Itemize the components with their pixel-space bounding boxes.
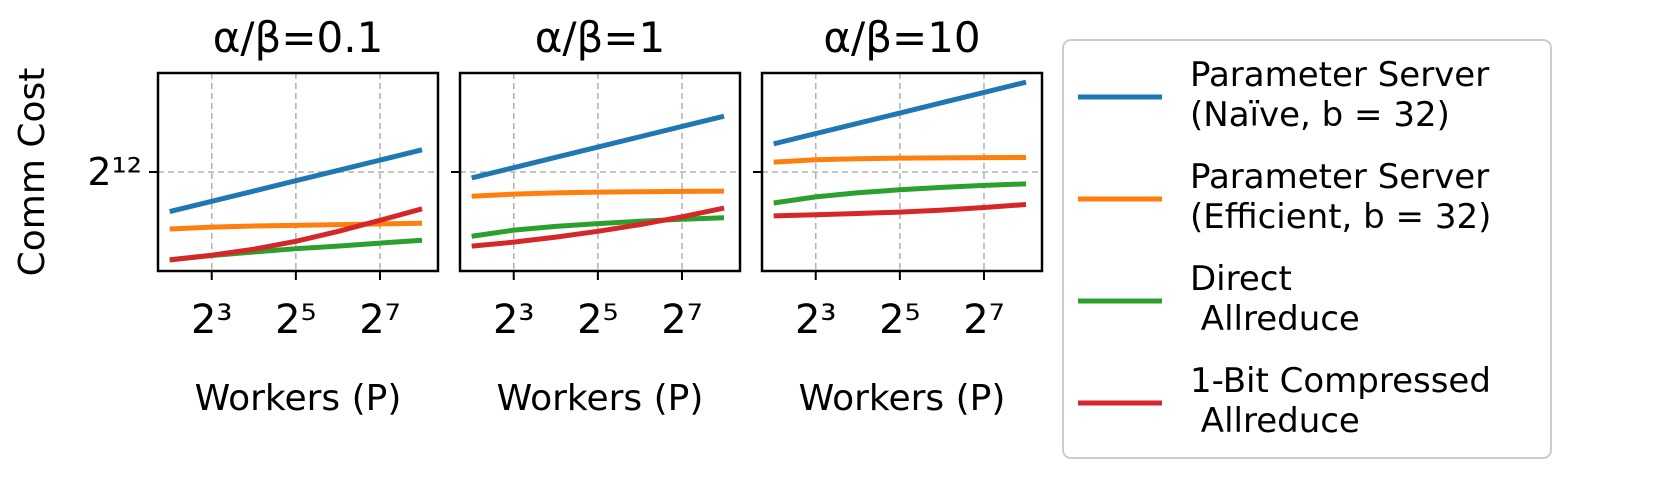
subplot-title: α/β=10: [823, 13, 980, 62]
legend-label: 1-Bit Compressed Allreduce: [1190, 361, 1491, 441]
x-tick-label: 2⁷: [963, 297, 1004, 343]
x-axis-label: Workers (P): [195, 378, 402, 419]
x-axis-label: Workers (P): [497, 378, 704, 419]
x-tick-label: 2³: [493, 297, 534, 343]
x-tick-label: 2³: [795, 297, 836, 343]
x-axis-label: Workers (P): [799, 378, 1006, 419]
subplot-title: α/β=0.1: [213, 13, 384, 62]
series-line: [169, 220, 423, 232]
subplot-title: α/β=1: [535, 13, 666, 62]
series-line: [169, 206, 423, 263]
x-tick-label: 2⁷: [359, 297, 400, 343]
x-tick-label: 2³: [191, 297, 232, 343]
series-line: [773, 181, 1027, 206]
series-line: [471, 113, 725, 181]
legend-label: Parameter Server (Efficient, b = 32): [1190, 157, 1492, 237]
x-tick-label: 2⁵: [275, 297, 316, 343]
x-tick-label: 2⁵: [577, 297, 618, 343]
series-line: [773, 201, 1027, 219]
series-line: [471, 188, 725, 199]
x-tick-label: 2⁷: [661, 297, 702, 343]
y-tick-label: 2¹²: [87, 150, 142, 194]
legend-label: Parameter Server (Naïve, b = 32): [1190, 55, 1490, 135]
series-line: [773, 79, 1027, 147]
legend-label: Direct Allreduce: [1190, 259, 1360, 339]
series-line: [169, 147, 423, 215]
y-axis-label: Comm Cost: [12, 68, 53, 277]
legend-box: [1062, 39, 1552, 459]
series-line: [773, 154, 1027, 165]
series-line: [471, 205, 725, 249]
x-tick-label: 2⁵: [879, 297, 920, 343]
